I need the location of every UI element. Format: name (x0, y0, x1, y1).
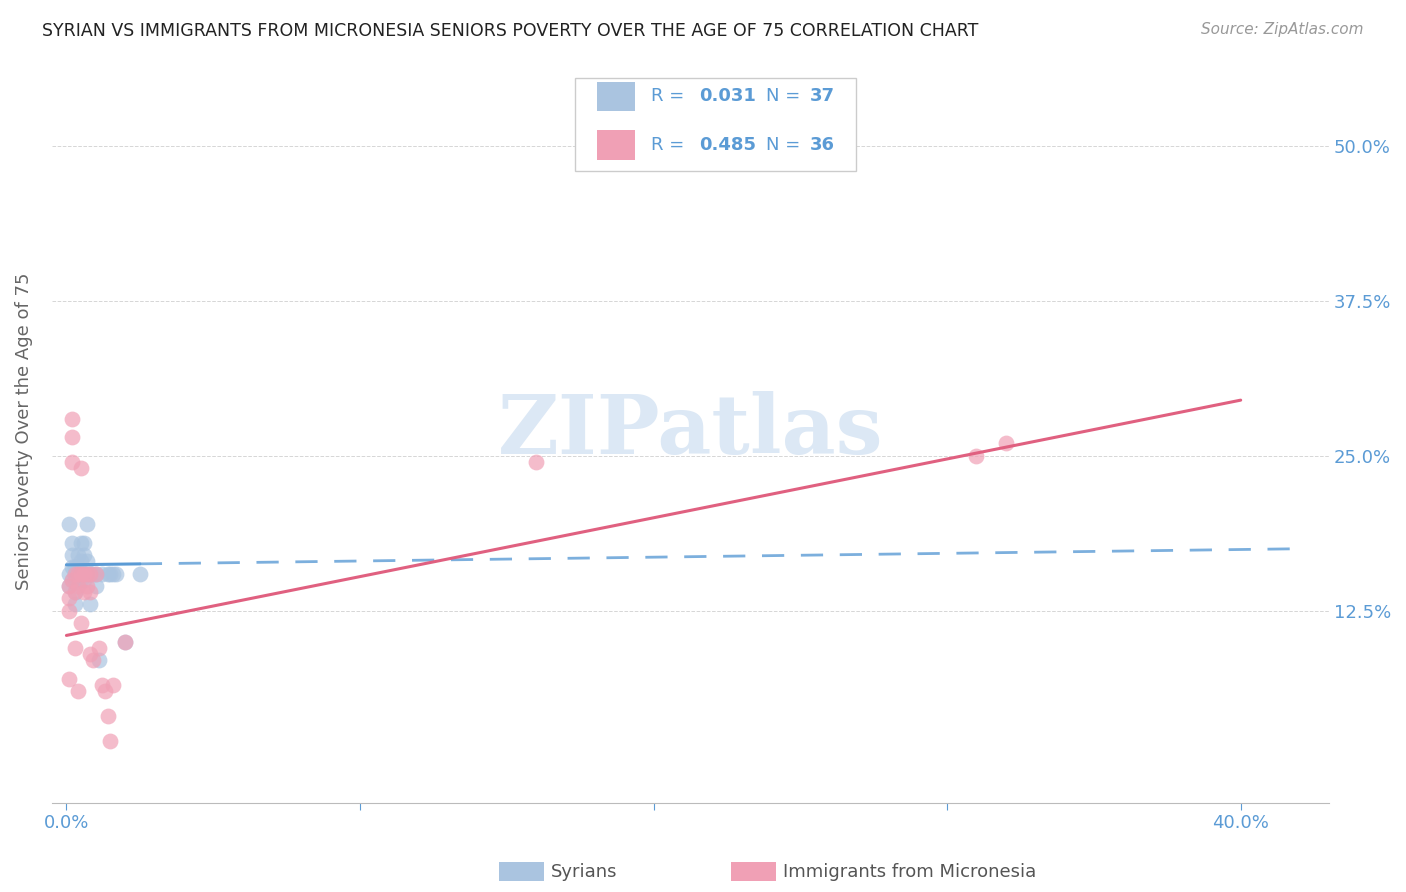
Point (60, 455, 83, 469)
Point (60, 411, 83, 425)
Point (60, 573, 83, 587)
Point (58, 591, 80, 606)
Point (90, 566, 112, 581)
Point (87, 653, 110, 667)
Text: R =: R = (651, 87, 690, 105)
Point (58, 579, 80, 593)
Point (87, 640, 110, 655)
Text: 36: 36 (810, 136, 835, 154)
Text: 37: 37 (810, 87, 835, 105)
Point (818, 152, 841, 166)
Point (60, 535, 83, 549)
Text: 0.485: 0.485 (699, 136, 756, 154)
Point (60, 573, 83, 587)
Point (84, 566, 107, 581)
Text: Immigrants from Micronesia: Immigrants from Micronesia (783, 863, 1036, 881)
Text: 0.031: 0.031 (699, 87, 756, 105)
Point (79, 566, 101, 581)
Point (70, 535, 93, 549)
Point (65, 640, 87, 655)
Point (90, 678, 112, 692)
Point (58, 604, 80, 618)
Point (84, 566, 107, 581)
Point (73, 585, 96, 599)
FancyBboxPatch shape (575, 78, 856, 171)
Point (128, 566, 150, 581)
Point (93, 684, 115, 698)
Point (96, 709, 118, 723)
Text: N =: N = (766, 87, 806, 105)
Point (76, 579, 98, 593)
Text: Syrians: Syrians (551, 863, 617, 881)
Point (82, 653, 104, 667)
Point (67, 560, 90, 574)
Bar (598, 130, 636, 160)
Point (76, 516, 98, 531)
Point (65, 566, 87, 581)
Text: ZIPatlas: ZIPatlas (498, 391, 883, 471)
Point (79, 585, 101, 599)
Point (100, 733, 122, 747)
Point (73, 566, 96, 581)
Point (67, 566, 90, 581)
Point (58, 579, 80, 593)
Point (70, 554, 93, 568)
Point (58, 566, 80, 581)
Point (105, 566, 128, 581)
Point (70, 615, 93, 630)
Point (73, 535, 96, 549)
Point (58, 516, 80, 531)
Point (114, 634, 136, 648)
Point (82, 566, 104, 581)
Point (994, 436, 1017, 450)
Text: Source: ZipAtlas.com: Source: ZipAtlas.com (1201, 22, 1364, 37)
Point (73, 573, 96, 587)
Point (103, 566, 125, 581)
Point (76, 566, 98, 581)
Point (60, 430, 83, 444)
Point (76, 554, 98, 568)
Point (65, 598, 87, 612)
Point (70, 566, 93, 581)
Point (84, 579, 107, 593)
Point (100, 566, 122, 581)
Point (60, 548, 83, 562)
Point (96, 566, 118, 581)
Point (79, 598, 101, 612)
Point (67, 684, 90, 698)
Point (79, 647, 101, 661)
Point (114, 634, 136, 648)
Y-axis label: Seniors Poverty Over the Age of 75: Seniors Poverty Over the Age of 75 (15, 272, 32, 590)
Point (524, 455, 547, 469)
Point (966, 449, 988, 463)
Text: N =: N = (766, 136, 806, 154)
Point (65, 585, 87, 599)
Point (103, 678, 125, 692)
Text: R =: R = (651, 136, 690, 154)
Bar (598, 81, 636, 112)
Point (65, 566, 87, 581)
Point (73, 548, 96, 562)
Point (58, 672, 80, 686)
Point (70, 573, 93, 587)
Point (65, 585, 87, 599)
Point (70, 461, 93, 475)
Point (65, 560, 87, 574)
Point (79, 566, 101, 581)
Point (60, 560, 83, 574)
Point (67, 548, 90, 562)
Text: SYRIAN VS IMMIGRANTS FROM MICRONESIA SENIORS POVERTY OVER THE AGE OF 75 CORRELAT: SYRIAN VS IMMIGRANTS FROM MICRONESIA SEN… (42, 22, 979, 40)
Point (65, 573, 87, 587)
Point (67, 579, 90, 593)
Point (67, 566, 90, 581)
